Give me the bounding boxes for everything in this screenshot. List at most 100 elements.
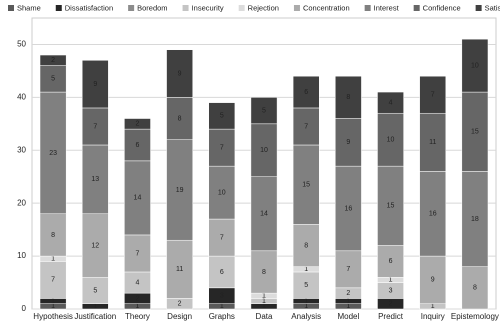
segment-label: 8	[178, 115, 182, 122]
bar-segment	[39, 261, 67, 299]
segment-label: 15	[302, 182, 310, 189]
x-tick-label: Analysis	[291, 312, 321, 321]
bar-segment	[335, 118, 362, 167]
segment-label: 1	[304, 303, 308, 310]
x-tick-label: Epistemology	[451, 312, 499, 321]
segment-label: 10	[260, 147, 268, 154]
segment-label: 1	[262, 298, 266, 305]
bar-segment	[419, 255, 447, 304]
legend-swatch	[475, 5, 482, 11]
bar-segment	[335, 250, 362, 289]
segment-label: 2	[389, 301, 393, 308]
legend-swatch	[364, 5, 371, 11]
x-tick-label: Inquiry	[421, 312, 445, 321]
legend-label: Shame	[17, 3, 41, 12]
segment-label: 18	[471, 216, 479, 223]
x-tick-label: Predict	[378, 312, 404, 321]
bar-segment	[461, 38, 489, 93]
segment-label: 15	[387, 203, 395, 210]
bar-segment	[419, 75, 447, 114]
segment-label: 10	[218, 189, 226, 196]
y-tick-label: 10	[17, 251, 26, 260]
legend-label: Satisfaction	[485, 3, 500, 12]
bar-segment	[39, 213, 67, 257]
segment-label: 13	[91, 176, 99, 183]
x-tick-label: Model	[337, 312, 359, 321]
x-tick-label: Justification	[74, 312, 116, 321]
segment-label: 2	[51, 57, 55, 64]
bar-segment	[208, 102, 236, 130]
bar-segment	[461, 171, 489, 267]
segment-label: 7	[51, 277, 55, 284]
segment-label: 1	[304, 298, 308, 305]
segment-label: 2	[136, 121, 140, 128]
bar-segment	[292, 144, 320, 225]
segment-label: 14	[260, 211, 268, 218]
segment-label: 5	[220, 113, 224, 120]
segment-label: 14	[134, 195, 142, 202]
segment-label: 6	[220, 269, 224, 276]
segment-label: 9	[93, 81, 97, 88]
segment-label: 16	[429, 211, 437, 218]
segment-label: 7	[304, 123, 308, 130]
legend-label: Rejection	[248, 3, 279, 12]
segment-label: 6	[389, 258, 393, 265]
bar-segment	[250, 97, 278, 125]
x-tick-label: Data	[256, 312, 273, 321]
bar-segment	[292, 75, 320, 109]
segment-label: 7	[136, 250, 140, 257]
bar-segment	[292, 271, 320, 299]
segment-label: 4	[389, 99, 393, 106]
bar-segment	[39, 65, 67, 93]
segment-label: 9	[431, 277, 435, 284]
segment-label: 10	[471, 62, 479, 69]
x-tick-label: Graphs	[209, 312, 235, 321]
bar-segment	[377, 165, 404, 246]
segment-label: 1	[51, 303, 55, 310]
legend-swatch	[55, 5, 62, 11]
bar-segment	[377, 91, 404, 114]
bar-segment	[39, 91, 67, 215]
segment-label: 16	[344, 205, 352, 212]
legend-swatch	[182, 5, 189, 11]
bar-segment	[81, 60, 109, 109]
segment-label: 5	[304, 282, 308, 289]
segment-label: 1	[346, 303, 350, 310]
segment-label: 8	[473, 285, 477, 292]
legend-swatch	[8, 5, 14, 11]
segment-label: 9	[346, 139, 350, 146]
segment-label: 5	[93, 287, 97, 294]
segment-label: 6	[136, 142, 140, 149]
segment-label: 1	[431, 303, 435, 310]
legend-label: Insecurity	[192, 3, 224, 12]
segment-label: 8	[51, 232, 55, 239]
bar-segment	[419, 112, 447, 172]
segment-label: 1	[389, 277, 393, 284]
segment-label: 2	[346, 290, 350, 297]
bar-segment	[166, 49, 193, 98]
bar-segment	[335, 165, 362, 252]
legend-swatch	[293, 5, 300, 11]
segment-label: 7	[220, 144, 224, 151]
segment-label: 1	[51, 298, 55, 305]
bar-segment	[461, 266, 489, 310]
legend-swatch	[238, 5, 245, 11]
segment-label: 12	[91, 242, 99, 249]
bar-segment	[124, 160, 151, 236]
legend-label: Confidence	[423, 3, 461, 12]
segment-label: 8	[304, 242, 308, 249]
bar-segment	[292, 224, 320, 267]
segment-label: 8	[262, 269, 266, 276]
segment-label: 1	[262, 293, 266, 300]
y-tick-label: 0	[22, 304, 27, 313]
segment-label: 23	[49, 150, 57, 157]
segment-label: 3	[389, 287, 393, 294]
segment-label: 7	[431, 92, 435, 99]
segment-label: 5	[262, 107, 266, 114]
x-tick-label: Design	[167, 312, 192, 321]
segment-label: 4	[136, 279, 140, 286]
bar-segment	[250, 250, 278, 294]
bar-segment	[377, 245, 404, 278]
legend-label: Boredom	[137, 3, 167, 12]
